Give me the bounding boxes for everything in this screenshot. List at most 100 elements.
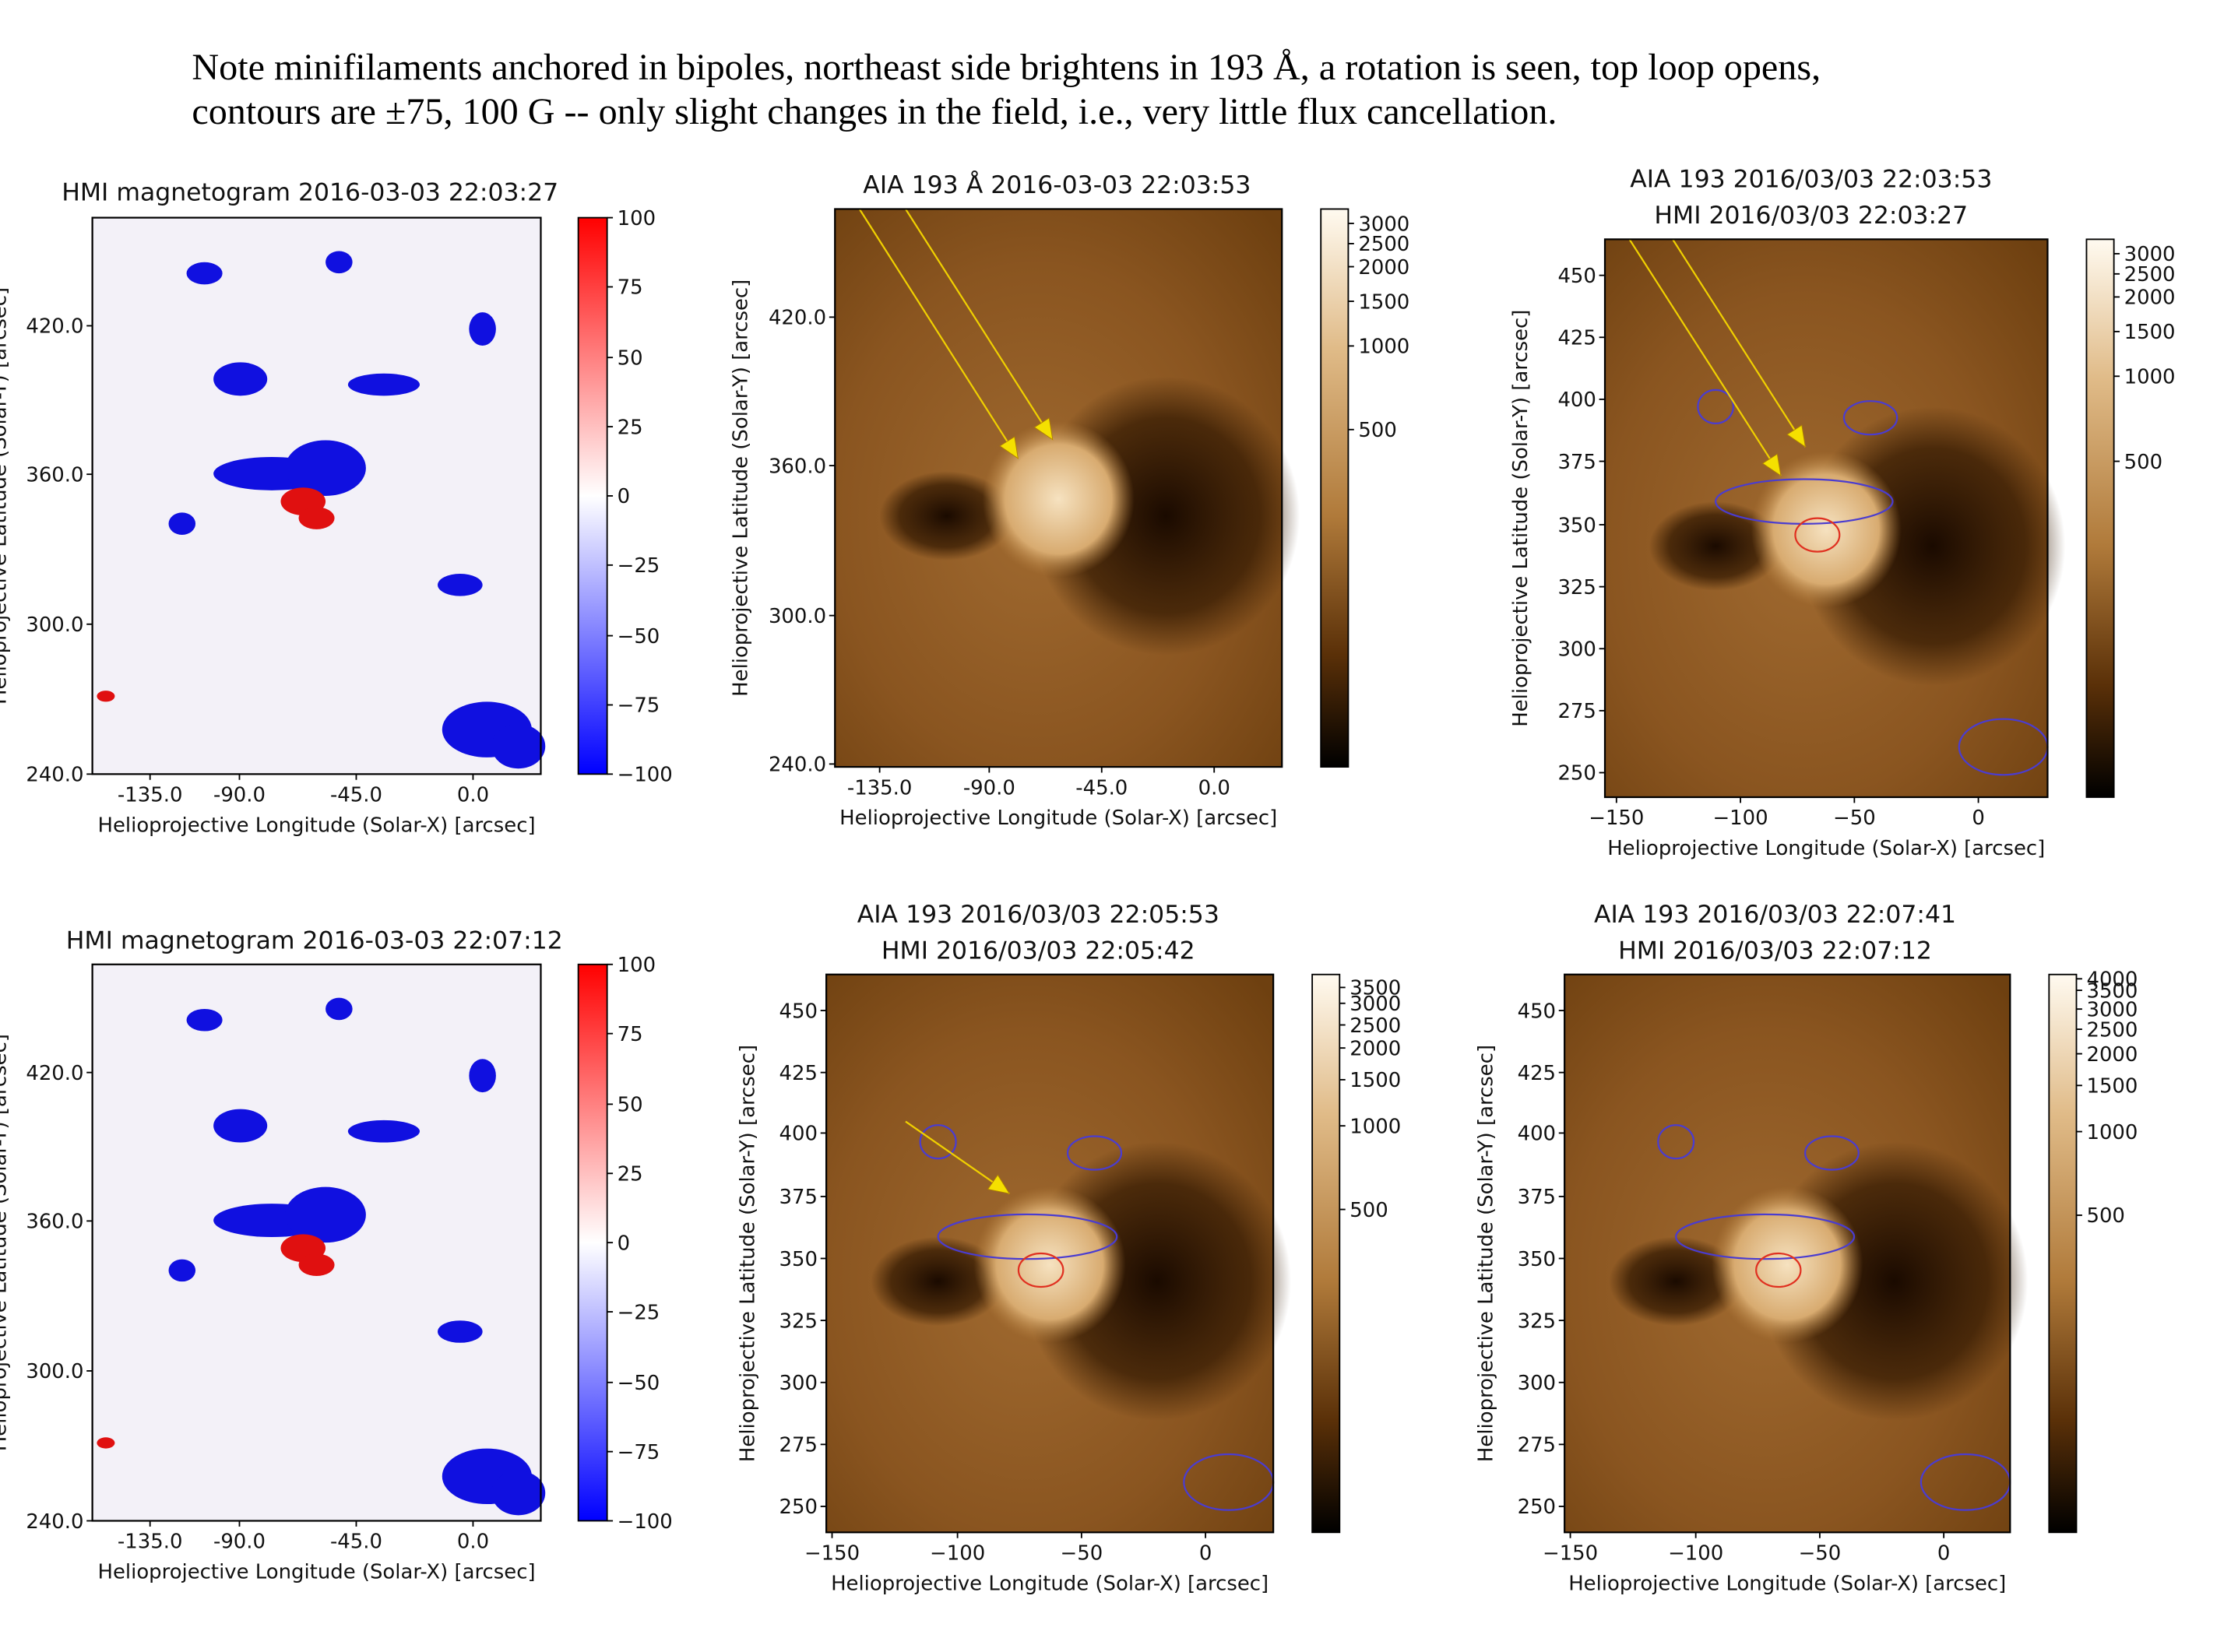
x-tick-label: −100	[1712, 807, 1768, 830]
colorbar-tick-label: 500	[2124, 451, 2162, 474]
colorbar-tick-label: 1500	[2086, 1075, 2138, 1098]
x-axis-label: Helioprojective Longitude (Solar-X) [arc…	[839, 807, 1277, 830]
arrow	[905, 208, 1054, 441]
y-tick-label: 450	[1518, 1000, 1556, 1023]
colorbar-tick-label: 500	[1349, 1199, 1388, 1222]
contour	[1017, 1252, 1064, 1288]
x-tick-label: -45.0	[330, 1531, 382, 1554]
y-tick-label: 240.0	[26, 764, 83, 787]
negative-flux	[469, 312, 496, 346]
colorbar-tick-label: 1000	[2086, 1121, 2138, 1144]
panel-title: HMI magnetogram 2016-03-03 22:07:12	[66, 926, 563, 954]
contour	[1794, 517, 1841, 553]
contour	[937, 1213, 1118, 1260]
colorbar-tick-label: 500	[2086, 1204, 2124, 1228]
contour	[1657, 1124, 1695, 1160]
y-tick-label: 450	[1557, 265, 1596, 288]
colorbar-tick-label: −25	[618, 554, 660, 578]
arrow	[1628, 238, 1782, 476]
x-tick-label: −100	[1668, 1541, 1723, 1565]
panel-title: HMI 2016/03/03 22:07:12	[1618, 937, 1932, 965]
axes-frame	[91, 216, 542, 775]
y-tick-label: 360.0	[769, 455, 826, 478]
negative-flux	[213, 362, 268, 396]
y-tick-label: 375	[1557, 451, 1596, 474]
y-tick-label: 425	[779, 1062, 818, 1085]
negative-flux	[213, 1109, 268, 1143]
negative-flux	[347, 373, 421, 396]
axes-frame	[834, 208, 1283, 768]
axes-frame	[91, 963, 542, 1522]
y-tick-label: 275	[1518, 1434, 1556, 1457]
panel-title: AIA 193 2016/03/03 22:03:53	[1630, 166, 1992, 194]
positive-flux	[97, 1437, 115, 1449]
x-tick-label: -135.0	[118, 1531, 183, 1554]
y-tick-label: 250	[779, 1496, 818, 1519]
negative-flux	[491, 1471, 546, 1516]
header-line: Note minifilaments anchored in bipoles, …	[192, 47, 1821, 88]
colorbar	[1320, 208, 1349, 768]
bright-point	[982, 420, 1135, 578]
arrow-head	[1786, 424, 1807, 448]
y-tick-label: 420.0	[26, 1062, 83, 1085]
colorbar-tick-label: 3000	[1358, 213, 1409, 236]
y-tick-label: 350	[1557, 514, 1596, 537]
x-tick-label: −150	[1543, 1541, 1598, 1565]
contour	[919, 1124, 957, 1160]
colorbar-tick-label: −100	[618, 764, 673, 787]
y-tick-label: 360.0	[26, 1211, 83, 1234]
y-tick-label: 420.0	[769, 307, 826, 330]
colorbar-tick-label: 1000	[1358, 336, 1409, 359]
coronal-hole	[871, 1236, 1005, 1327]
y-axis-label: Helioprojective Latitude (Solar-Y) [arcs…	[729, 279, 752, 697]
y-axis-label: Helioprojective Latitude (Solar-Y) [arcs…	[0, 1034, 12, 1451]
colorbar-tick-label: 1500	[1358, 290, 1409, 314]
colorbar	[2085, 238, 2115, 798]
panel-title: AIA 193 Å 2016-03-03 22:03:53	[863, 170, 1251, 199]
x-tick-label: -135.0	[118, 784, 183, 807]
y-tick-label: 375	[779, 1186, 818, 1209]
colorbar-tick-label: 100	[618, 954, 656, 977]
arrow-head	[999, 436, 1019, 459]
y-tick-label: 325	[779, 1309, 818, 1333]
y-tick-label: 350	[1518, 1248, 1556, 1271]
y-axis-label: Helioprojective Latitude (Solar-Y) [arcs…	[1475, 1045, 1498, 1462]
colorbar-tick-label: 3500	[1349, 977, 1401, 1000]
y-tick-label: 300.0	[769, 605, 826, 628]
colorbar-tick-label: 1000	[1349, 1115, 1401, 1138]
y-tick-label: 325	[1557, 576, 1596, 599]
contour	[1804, 1135, 1860, 1171]
colorbar-tick-label: 0	[618, 1232, 630, 1255]
arrow-head	[1033, 417, 1054, 441]
colorbar-tick-label: 3000	[2124, 243, 2176, 266]
x-axis-label: Helioprojective Longitude (Solar-X) [arc…	[98, 814, 536, 837]
colorbar	[2048, 973, 2078, 1534]
arrow	[905, 1120, 1010, 1195]
x-tick-label: -90.0	[213, 1531, 266, 1554]
x-tick-label: 0.0	[1198, 776, 1230, 800]
arrow	[858, 208, 1019, 459]
contour	[1755, 1252, 1802, 1288]
positive-flux	[298, 1253, 335, 1277]
positive-flux	[97, 691, 115, 702]
arrow	[1672, 238, 1807, 448]
negative-flux	[285, 1186, 366, 1243]
y-tick-label: 400	[779, 1123, 818, 1146]
y-tick-label: 275	[779, 1434, 818, 1457]
y-tick-label: 300.0	[26, 1360, 83, 1383]
positive-flux	[298, 507, 335, 529]
y-tick-label: 325	[1518, 1309, 1556, 1333]
negative-flux	[186, 262, 223, 285]
colorbar-tick-label: 3000	[2086, 998, 2138, 1021]
negative-flux	[325, 997, 353, 1021]
panel-title: HMI 2016/03/03 22:05:42	[881, 937, 1195, 965]
axes-frame	[825, 973, 1275, 1534]
colorbar-tick-label: −75	[618, 694, 660, 718]
y-tick-label: 300	[1557, 638, 1596, 662]
y-tick-label: 350	[779, 1248, 818, 1271]
colorbar-tick-label: 2500	[2124, 263, 2176, 286]
x-tick-label: 0	[1937, 1541, 1950, 1565]
colorbar-tick-label: 2500	[1358, 233, 1409, 256]
x-tick-label: -90.0	[213, 784, 266, 807]
colorbar-tick-label: 50	[618, 346, 643, 370]
